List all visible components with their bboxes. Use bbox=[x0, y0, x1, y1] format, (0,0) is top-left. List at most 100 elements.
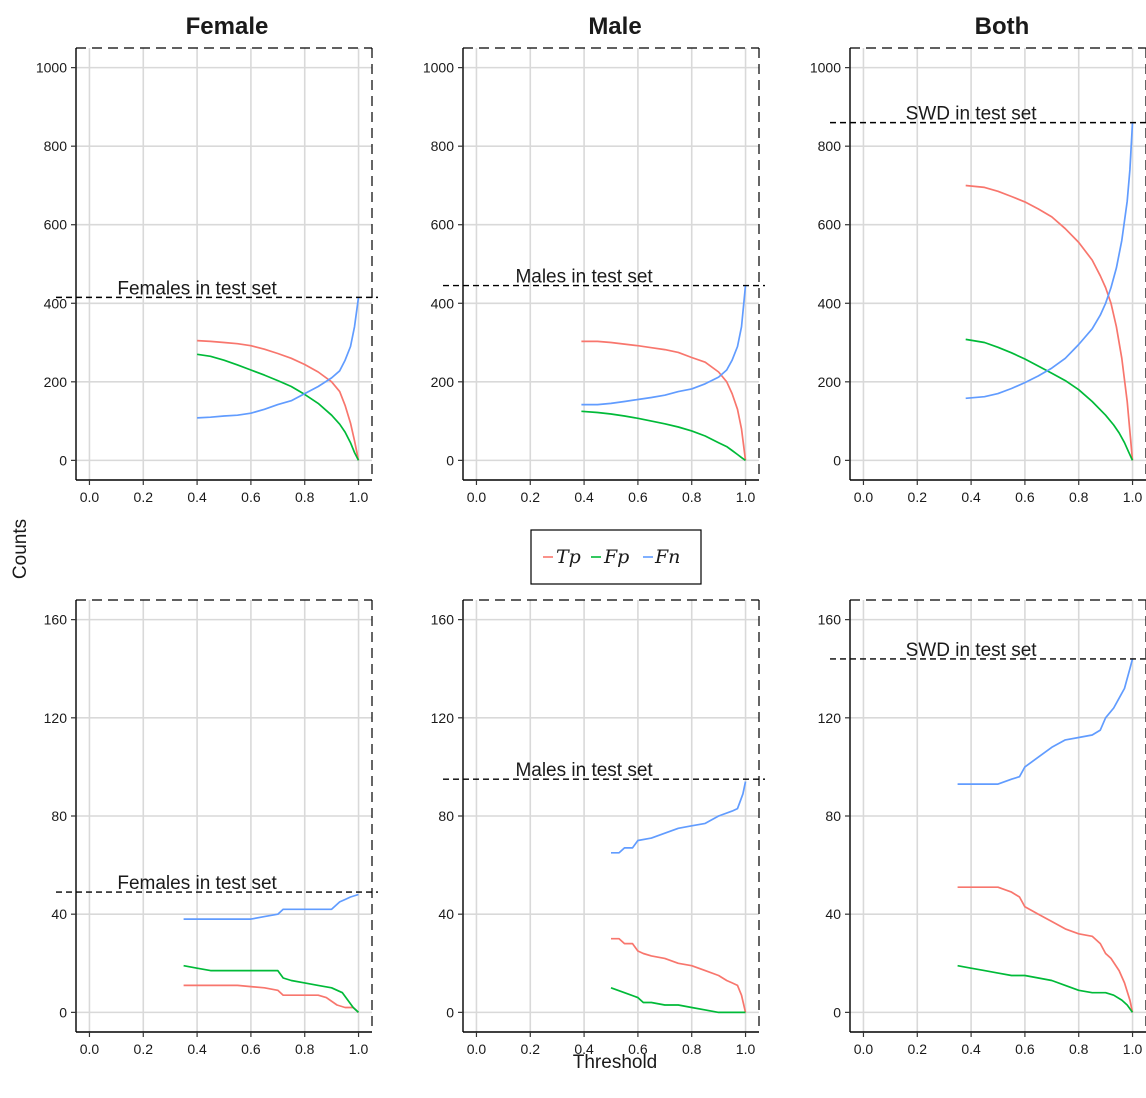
x-tick-label: 0.0 bbox=[467, 1041, 487, 1057]
x-tick-label: 0.2 bbox=[908, 489, 928, 505]
x-tick-label: 0.8 bbox=[1069, 1041, 1089, 1057]
x-tick-label: 0.6 bbox=[241, 489, 261, 505]
x-tick-label: 1.0 bbox=[736, 489, 756, 505]
y-tick-label: 120 bbox=[44, 710, 68, 726]
panel-both-row1: 0.0 0.2 0.4 0.6 0.8 1.0 0 200 400 600 800 1000 SWD i… bbox=[810, 47, 1146, 505]
panel-background bbox=[463, 48, 759, 480]
series-line-fp bbox=[957, 964, 1134, 1013]
y-tick-label: 200 bbox=[818, 374, 842, 390]
x-tick-label: 0.4 bbox=[187, 1041, 207, 1057]
legend-label-tp: Tp bbox=[556, 546, 581, 568]
series-line-tp bbox=[611, 937, 747, 1013]
x-tick-label: 0.2 bbox=[134, 1041, 154, 1057]
y-tick-label: 0 bbox=[446, 452, 454, 468]
legend-label-fp: Fp bbox=[603, 546, 629, 568]
series-line-tp bbox=[965, 184, 1134, 461]
gridlines bbox=[463, 48, 759, 480]
y-tick-label: 0 bbox=[59, 1004, 67, 1020]
x-tick-label: 0.2 bbox=[908, 1041, 928, 1057]
y-tick-label: 80 bbox=[438, 808, 454, 824]
series-line-tp bbox=[581, 340, 747, 461]
panel-male-row2: 0.0 0.2 0.4 0.6 0.8 1.0 0 40 80 120 160 Males in te… bbox=[431, 599, 765, 1057]
y-tick-label: 160 bbox=[431, 612, 455, 628]
series-line-fp bbox=[610, 987, 746, 1014]
y-axis-title: Counts bbox=[10, 519, 31, 579]
legend-box bbox=[530, 529, 702, 585]
gridlines bbox=[463, 600, 759, 1032]
y-tick-label: 120 bbox=[431, 710, 455, 726]
x-tick-label: 0.8 bbox=[295, 1041, 315, 1057]
x-tick-label: 0.6 bbox=[628, 489, 648, 505]
x-axis-title: Threshold bbox=[573, 1052, 658, 1073]
x-tick-label: 0.0 bbox=[467, 489, 487, 505]
x-tick-label: 0.2 bbox=[134, 489, 154, 505]
facet-title-both: Both bbox=[975, 13, 1030, 40]
x-tick-label: 0.0 bbox=[854, 1041, 874, 1057]
legend-label-fn: Fn bbox=[654, 546, 680, 568]
y-tick-label: 1000 bbox=[36, 60, 67, 76]
x-tick-label: 0.4 bbox=[187, 489, 207, 505]
x-tick-label: 0.0 bbox=[854, 489, 874, 505]
legend: Tp Fp Fn bbox=[530, 529, 702, 585]
x-tick-label: 0.6 bbox=[1015, 1041, 1035, 1057]
y-tick-label: 400 bbox=[818, 295, 842, 311]
y-tick-label: 600 bbox=[818, 217, 842, 233]
reference-line-label: SWD in test set bbox=[906, 104, 1038, 125]
y-tick-label: 1000 bbox=[810, 60, 841, 76]
x-tick-label: 0.8 bbox=[682, 1041, 702, 1057]
x-tick-label: 0.2 bbox=[521, 1041, 541, 1057]
series-line-tp bbox=[183, 984, 360, 1014]
y-tick-label: 800 bbox=[431, 138, 455, 154]
x-tick-label: 0.2 bbox=[521, 489, 541, 505]
series-line-tp bbox=[957, 886, 1134, 1013]
series-line-fp bbox=[196, 353, 360, 461]
y-tick-label: 160 bbox=[818, 612, 842, 628]
y-tick-label: 600 bbox=[431, 217, 455, 233]
series-line-fn bbox=[957, 658, 1134, 785]
x-tick-label: 0.8 bbox=[1069, 489, 1089, 505]
x-tick-label: 0.6 bbox=[241, 1041, 261, 1057]
y-tick-label: 120 bbox=[818, 710, 842, 726]
series-line-fn bbox=[197, 297, 360, 419]
gridlines bbox=[76, 48, 372, 480]
y-tick-label: 40 bbox=[438, 906, 454, 922]
series-line-fn bbox=[183, 893, 359, 920]
gridlines bbox=[850, 48, 1146, 480]
panel-both-row2: 0.0 0.2 0.4 0.6 0.8 1.0 0 40 80 120 160 SWD in test… bbox=[818, 599, 1146, 1057]
series-line-fp bbox=[581, 410, 746, 462]
panel-female-row2: 0.0 0.2 0.4 0.6 0.8 1.0 0 40 80 120 160 Females in … bbox=[44, 599, 378, 1057]
reference-line-label: Females in test set bbox=[117, 278, 277, 299]
x-tick-label: 0.0 bbox=[80, 1041, 100, 1057]
x-tick-label: 0.0 bbox=[80, 489, 100, 505]
y-tick-label: 1000 bbox=[423, 60, 454, 76]
gridlines bbox=[850, 600, 1146, 1032]
panel-male-row1: 0.0 0.2 0.4 0.6 0.8 1.0 0 200 400 600 800 1000 Males… bbox=[423, 47, 765, 505]
y-tick-label: 160 bbox=[44, 612, 68, 628]
reference-line-label: Females in test set bbox=[117, 873, 277, 894]
x-tick-label: 0.6 bbox=[1015, 489, 1035, 505]
series-line-fn bbox=[965, 122, 1134, 400]
y-tick-label: 80 bbox=[825, 808, 841, 824]
gridlines bbox=[76, 600, 372, 1032]
y-tick-label: 800 bbox=[44, 138, 68, 154]
series-line-fn bbox=[581, 285, 747, 406]
y-tick-label: 40 bbox=[825, 906, 841, 922]
reference-line-label: Males in test set bbox=[515, 267, 653, 288]
x-tick-label: 0.4 bbox=[574, 1041, 594, 1057]
x-tick-label: 0.4 bbox=[574, 489, 594, 505]
y-tick-label: 400 bbox=[431, 295, 455, 311]
facet-title-female: Female bbox=[186, 13, 269, 40]
panels: 0.0 0.2 0.4 0.6 0.8 1.002004006008001000Femal… bbox=[36, 47, 1146, 1057]
panel-background bbox=[850, 48, 1146, 480]
x-tick-label: 0.6 bbox=[628, 1041, 648, 1057]
y-tick-label: 400 bbox=[44, 295, 68, 311]
series-line-fp bbox=[965, 338, 1134, 461]
y-tick-label: 800 bbox=[818, 138, 842, 154]
facet-title-male: Male bbox=[588, 13, 641, 40]
x-tick-label: 1.0 bbox=[736, 1041, 756, 1057]
series-line-fn bbox=[611, 781, 747, 854]
series-line-fp bbox=[183, 964, 360, 1014]
x-tick-label: 1.0 bbox=[349, 489, 369, 505]
y-tick-label: 40 bbox=[51, 906, 67, 922]
